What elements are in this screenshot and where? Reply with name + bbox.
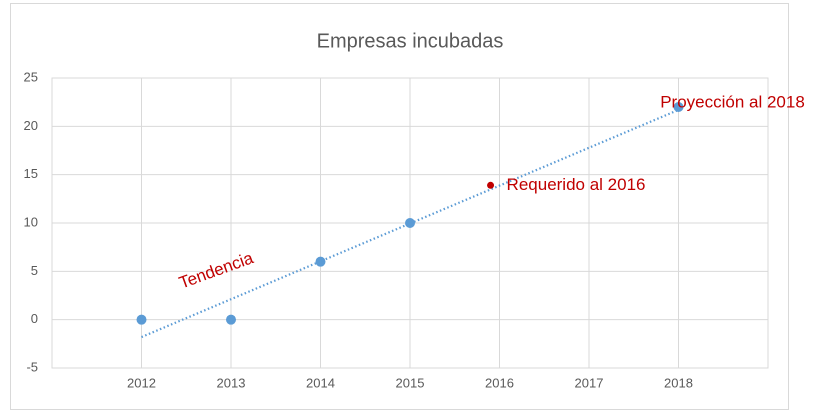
x-tick-label: 2016 <box>485 375 514 390</box>
x-tick-label: 2018 <box>664 375 693 390</box>
y-tick-label: 20 <box>24 118 38 133</box>
trend-line <box>141 108 679 339</box>
chart-title: Empresas incubadas <box>317 30 504 52</box>
chart-border <box>10 3 789 410</box>
y-tick-label: 15 <box>24 166 38 181</box>
y-tick-label: 5 <box>31 263 38 278</box>
point <box>405 218 415 228</box>
annotation-label: Requerido al 2016 <box>507 175 646 194</box>
x-tick-label: 2012 <box>127 375 156 390</box>
y-tick-label: 0 <box>31 311 38 326</box>
y-tick-label: 25 <box>24 69 38 84</box>
point <box>673 102 684 112</box>
x-tick-label: 2017 <box>575 375 604 390</box>
annotation-label: Proyección al 2018 <box>660 92 805 111</box>
point <box>226 314 236 325</box>
x-tick-label: 2015 <box>396 375 425 390</box>
y-tick-label: 10 <box>24 214 38 229</box>
point <box>315 256 326 267</box>
point <box>136 314 147 325</box>
annotation-point <box>487 181 495 189</box>
x-tick-label: 2014 <box>306 375 335 390</box>
x-tick-label: 2013 <box>217 375 246 390</box>
y-tick-label: -5 <box>26 359 38 374</box>
